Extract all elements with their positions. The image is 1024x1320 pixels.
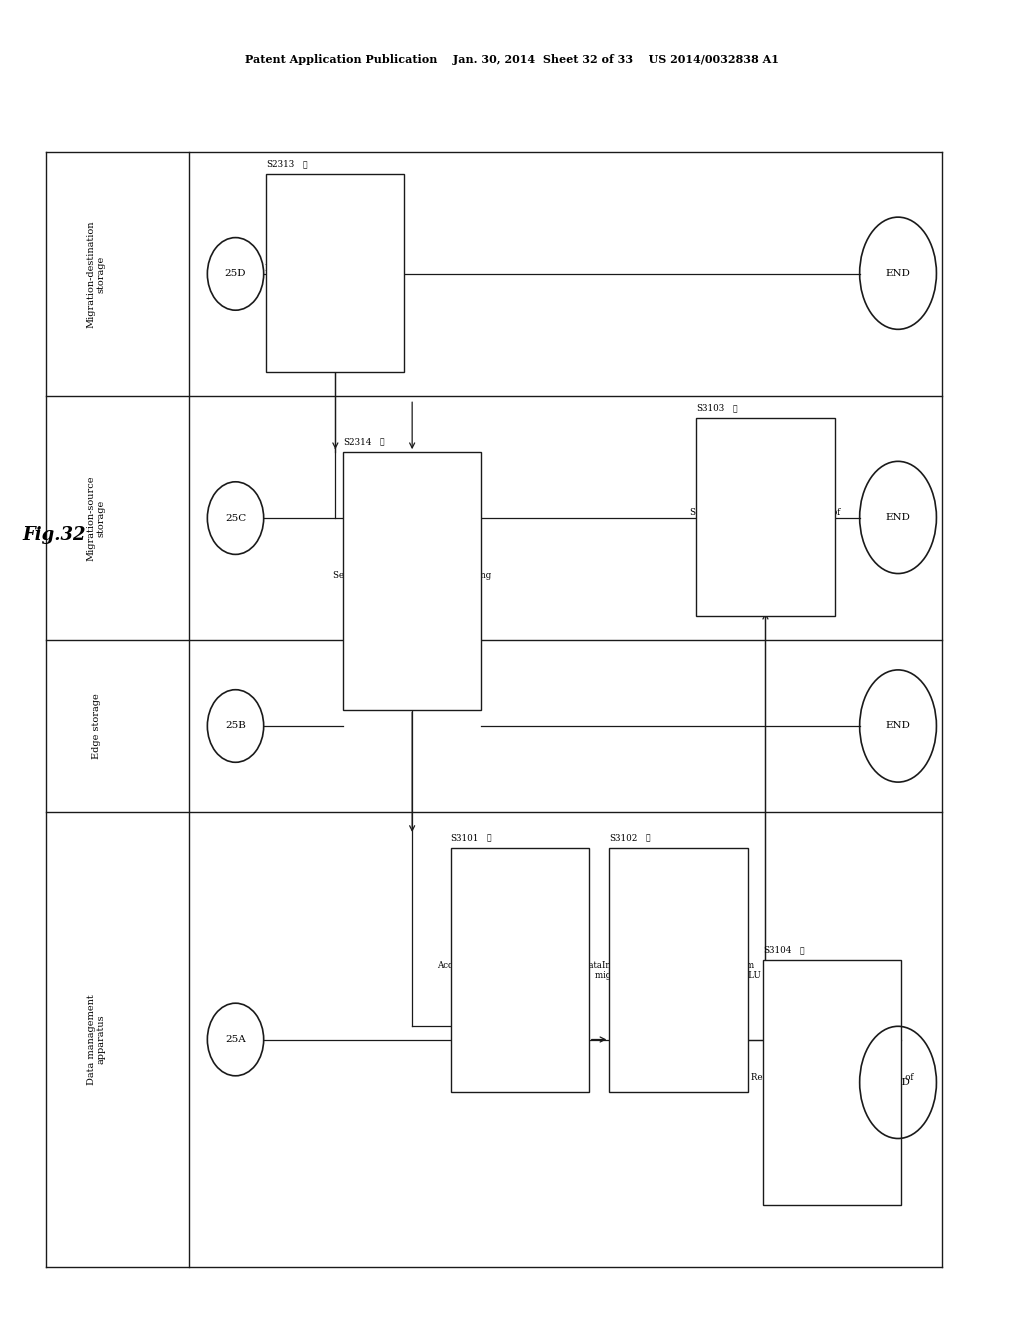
Text: ✓: ✓	[645, 834, 650, 842]
Text: 25A: 25A	[225, 1035, 246, 1044]
Text: Acquires GDEVs having identical-data
management ID: Acquires GDEVs having identical-data man…	[437, 961, 602, 979]
Text: S3103: S3103	[696, 404, 725, 413]
Text: Migration-destination
storage: Migration-destination storage	[87, 220, 105, 327]
Text: Instructs that data be deleted from
migration-source LU and duplicate LU: Instructs that data be deleted from migr…	[596, 961, 761, 979]
Text: 25C: 25C	[225, 513, 246, 523]
FancyBboxPatch shape	[343, 451, 481, 710]
Text: Edge storage: Edge storage	[92, 693, 100, 759]
Text: ✓: ✓	[380, 438, 384, 446]
Text: S3101: S3101	[451, 834, 479, 842]
Text: END: END	[886, 269, 910, 277]
Text: Fig.32: Fig.32	[23, 525, 86, 544]
Text: S3102: S3102	[609, 834, 638, 842]
Text: Receives notification of completion of
data deletion: Receives notification of completion of d…	[751, 1073, 913, 1092]
Text: Data management
apparatus: Data management apparatus	[87, 994, 105, 1085]
FancyBboxPatch shape	[451, 847, 589, 1093]
Text: ✓: ✓	[733, 405, 737, 413]
Text: 25B: 25B	[225, 722, 246, 730]
Text: Sends notification of end of coupling
destination switchover: Sends notification of end of coupling de…	[333, 572, 492, 590]
Text: END: END	[886, 1078, 910, 1086]
FancyBboxPatch shape	[609, 847, 748, 1093]
Text: ✓: ✓	[799, 946, 804, 956]
Text: S2313: S2313	[266, 160, 295, 169]
Text: Patent Application Publication    Jan. 30, 2014  Sheet 32 of 33    US 2014/00328: Patent Application Publication Jan. 30, …	[245, 54, 779, 65]
FancyBboxPatch shape	[696, 418, 835, 616]
Text: ✓: ✓	[487, 834, 492, 842]
FancyBboxPatch shape	[266, 174, 404, 372]
Text: Notifies of completion of second
update process: Notifies of completion of second update …	[265, 264, 406, 282]
Text: Sends notification of completion of
data deletion: Sends notification of completion of data…	[690, 508, 841, 527]
Text: ✓: ✓	[303, 161, 307, 169]
Text: END: END	[886, 722, 910, 730]
Text: Migration-source
storage: Migration-source storage	[87, 475, 105, 561]
Text: S3104: S3104	[763, 946, 792, 956]
FancyBboxPatch shape	[763, 961, 901, 1204]
Text: END: END	[886, 513, 910, 521]
Text: S2314: S2314	[343, 438, 372, 446]
Text: 25D: 25D	[225, 269, 246, 279]
